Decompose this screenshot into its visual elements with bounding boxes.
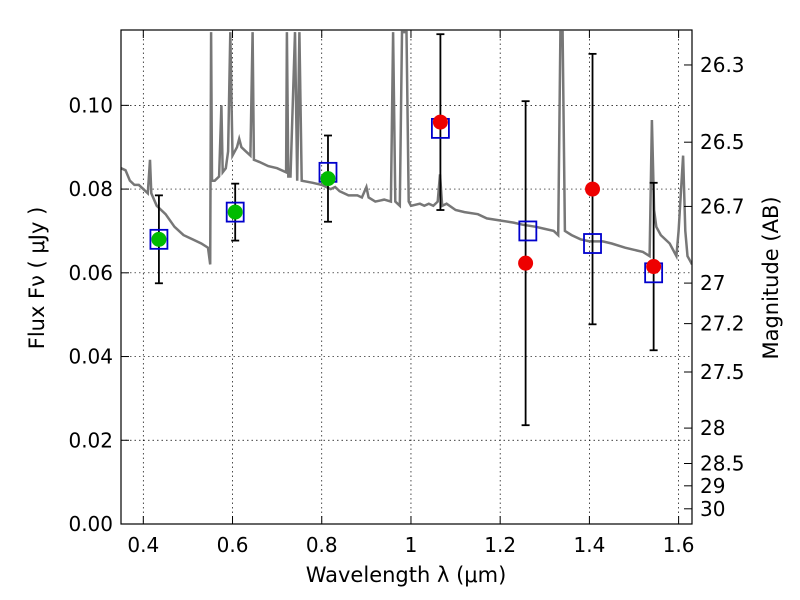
magnitude-tick-label: 27.2 (700, 312, 745, 336)
model-square (225, 201, 245, 223)
y-axis-label: Flux Fν ( μJy ) (25, 207, 49, 350)
x-axis-label: Wavelength λ (μm) (306, 563, 507, 587)
x-tick-label: 1.4 (573, 533, 605, 557)
spectrum-curve (121, 30, 692, 265)
x-tick-label: 1.2 (484, 533, 516, 557)
model-square (583, 233, 602, 254)
y-tick-label: 0.08 (68, 177, 113, 201)
x-axis-ticks: 0.4 0.6 0.8 1 1.2 1.4 1.6 (127, 30, 695, 557)
y-axis-ticks: 0.00 0.02 0.04 0.06 0.08 0.10 (68, 93, 129, 536)
observed-dot (585, 181, 601, 197)
observed-dot (151, 231, 167, 247)
magnitude-tick-label: 28.5 (700, 451, 745, 475)
plot-frame (120, 29, 693, 525)
magnitude-tick-label: 27.5 (700, 360, 745, 384)
magnitude-tick-label: 26.5 (700, 130, 745, 154)
magnitude-tick-label: 26.3 (700, 53, 745, 77)
observed-dot (320, 171, 336, 187)
x-tick-label: 1 (405, 533, 418, 557)
observed-dot-markers (151, 114, 662, 275)
observed-dot (432, 114, 448, 130)
x-tick-label: 1.6 (663, 533, 695, 557)
observed-dot (518, 255, 534, 271)
spectrum-curve-group (121, 30, 692, 265)
y-tick-label: 0.04 (68, 345, 113, 369)
y-tick-label: 0.00 (68, 512, 113, 536)
observed-dot (227, 204, 243, 220)
magnitude-tick-label: 28 (700, 416, 725, 440)
y-tick-label: 0.06 (68, 261, 113, 285)
y-tick-label: 0.02 (68, 428, 113, 452)
magnitude-tick-label: 27 (700, 271, 725, 295)
observed-dot (646, 259, 662, 275)
magnitude-tick-label: 29 (700, 474, 725, 498)
y-tick-label: 0.10 (68, 93, 113, 117)
magnitude-axis-label: Magnitude (AB) (759, 196, 783, 359)
x-tick-label: 0.4 (127, 533, 159, 557)
model-square (518, 220, 538, 242)
magnitude-tick-label: 26.7 (700, 194, 745, 218)
magnitude-tick-label: 30 (700, 497, 725, 521)
x-tick-label: 0.6 (217, 533, 249, 557)
model-square (149, 228, 169, 250)
x-tick-label: 0.8 (306, 533, 338, 557)
